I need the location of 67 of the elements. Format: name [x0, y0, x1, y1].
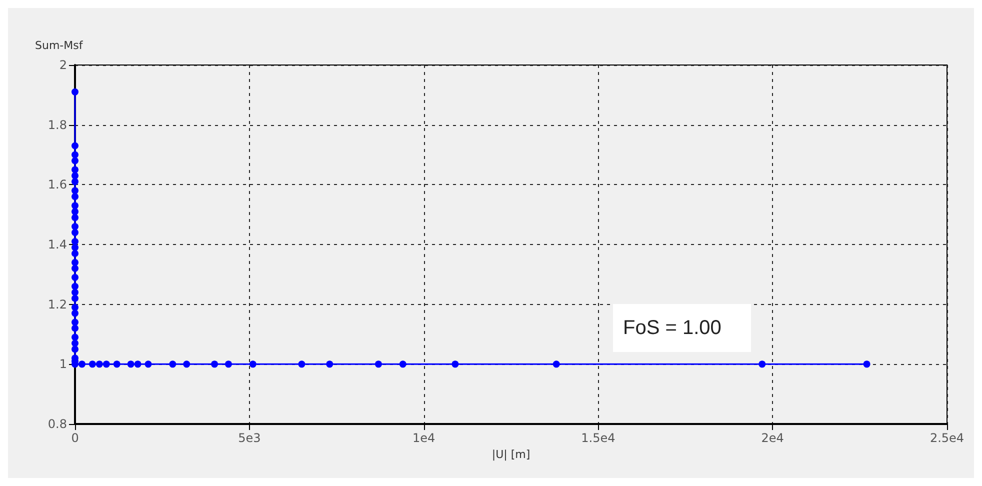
- point: [72, 166, 78, 174]
- point: [72, 318, 78, 326]
- point: [72, 88, 78, 96]
- point: [72, 223, 78, 230]
- point: [72, 334, 78, 341]
- point: [72, 214, 78, 222]
- point: [249, 360, 256, 368]
- point: [758, 360, 766, 368]
- point: [72, 178, 78, 186]
- point: [183, 360, 190, 368]
- x-axis-title: |U| [m]: [492, 448, 530, 461]
- point: [78, 360, 86, 368]
- point: [863, 360, 870, 368]
- point: [72, 229, 78, 236]
- point: [127, 360, 134, 368]
- point: [224, 360, 232, 368]
- point: [72, 157, 78, 164]
- point: [72, 264, 78, 272]
- point: [113, 360, 120, 368]
- point: [102, 360, 110, 368]
- y-tick-label: 1.4: [48, 238, 67, 252]
- x-tick-label: 2e4: [761, 431, 784, 445]
- point: [72, 208, 78, 216]
- point: [134, 360, 142, 368]
- point: [211, 360, 218, 368]
- point: [374, 360, 382, 368]
- point: [552, 360, 560, 368]
- x-tick-label: 5e3: [238, 431, 261, 445]
- point: [144, 360, 152, 368]
- point: [72, 151, 78, 158]
- point: [72, 274, 78, 281]
- point: [452, 360, 459, 368]
- point: [72, 282, 78, 290]
- point: [72, 310, 78, 317]
- point: [96, 360, 103, 368]
- x-tick-label: 0: [71, 431, 79, 445]
- point: [72, 304, 78, 311]
- point: [72, 288, 78, 296]
- point: [72, 346, 78, 353]
- point: [72, 142, 78, 150]
- point: [72, 187, 78, 194]
- point: [72, 244, 78, 251]
- y-tick-label: 1: [59, 357, 67, 372]
- y-tick-label: 1.8: [48, 118, 67, 132]
- point: [72, 238, 78, 246]
- point: [72, 324, 78, 332]
- point: [72, 294, 78, 302]
- y-tick-label: 2: [59, 58, 67, 72]
- point: [169, 360, 176, 368]
- point: [72, 258, 78, 266]
- point: [72, 250, 78, 257]
- point: [326, 360, 334, 368]
- point: [72, 172, 78, 180]
- x-tick-label: 1.5e4: [581, 431, 616, 445]
- y-tick-label: 1.6: [48, 178, 67, 192]
- point: [399, 360, 406, 368]
- point: [72, 193, 78, 200]
- y-tick-label: 1.2: [48, 297, 67, 312]
- y-axis-title: Sum-Msf: [35, 39, 84, 52]
- annotation: FoS = 1.00: [613, 304, 752, 352]
- point: [298, 360, 306, 368]
- point: [72, 340, 78, 347]
- y-tick-label: 0.8: [48, 417, 67, 431]
- point: [88, 360, 96, 368]
- x-tick-label: 1e4: [412, 431, 436, 445]
- x-tick-label: 2.5e4: [930, 431, 964, 445]
- point: [72, 202, 78, 210]
